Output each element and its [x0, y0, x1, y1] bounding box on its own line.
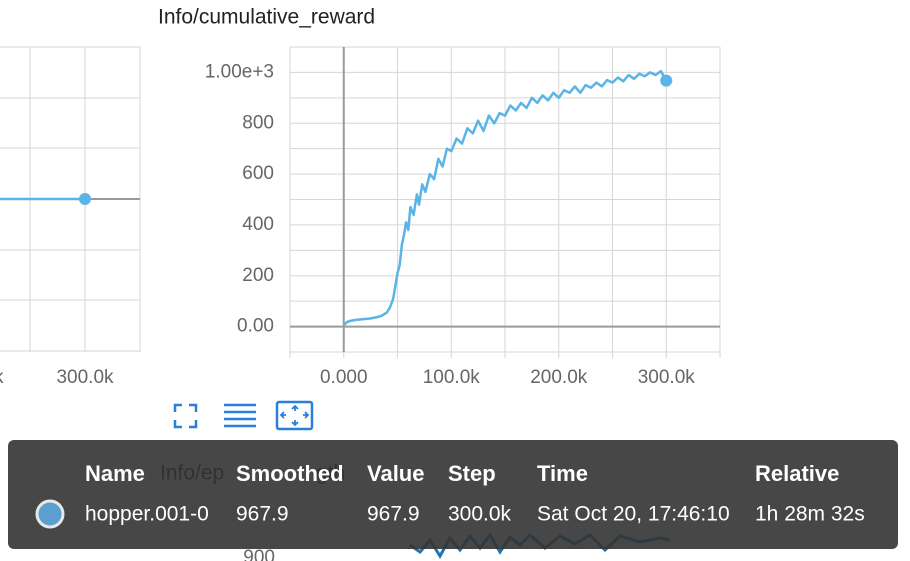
y-tick-label: 800: [242, 112, 274, 133]
tooltip: [8, 440, 898, 549]
hover-point: [660, 74, 673, 87]
x-tick-label: 100.0k: [423, 367, 481, 388]
fit-domain-button[interactable]: [275, 400, 314, 431]
toolbar: [173, 400, 314, 431]
x-tick-label: 200.0k: [530, 367, 588, 388]
tooltip-cell: 967.9: [367, 503, 420, 526]
tooltip-header: Step: [448, 461, 496, 486]
y-tick-label: 900: [243, 547, 275, 561]
tooltip-header: Value: [367, 461, 424, 486]
y-tick-label: 0.00: [237, 316, 274, 337]
data-line: [342, 69, 668, 327]
fullscreen-button[interactable]: [173, 403, 198, 429]
y-tick-label: 200: [242, 265, 274, 286]
tooltip-cell: 1h 28m 32s: [755, 503, 865, 526]
tooltip-header: Relative: [755, 461, 839, 486]
left-chart: k 300.0k: [0, 46, 141, 388]
tooltip-cell: hopper.001-0: [85, 503, 209, 526]
plot: 0.00 200 400 600 800 1.00e+3 0.000 100.0k 200.0k…: [205, 46, 721, 388]
tooltip-cell: Sat Oct 20, 17:46:10: [537, 503, 730, 526]
tooltip-cell: 300.0k: [448, 503, 512, 526]
x-tick-label: k: [0, 367, 4, 388]
tooltip-header: Name: [85, 461, 145, 486]
chart-title: Info/cumulative_reward: [158, 6, 375, 29]
tooltip-header: Time: [537, 461, 588, 486]
y-tick-label: 400: [242, 214, 274, 235]
x-tick-label: 300.0k: [56, 367, 114, 388]
y-tick-label: 600: [242, 163, 274, 184]
x-tick-label: 300.0k: [638, 367, 696, 388]
toggle-log-button[interactable]: [224, 403, 256, 428]
y-tick-label: 1.00e+3: [205, 61, 274, 82]
tooltip-cell: 967.9: [236, 503, 289, 526]
x-tick-label: 0.000: [320, 367, 368, 388]
tooltip-header: Smoothed: [236, 461, 344, 486]
